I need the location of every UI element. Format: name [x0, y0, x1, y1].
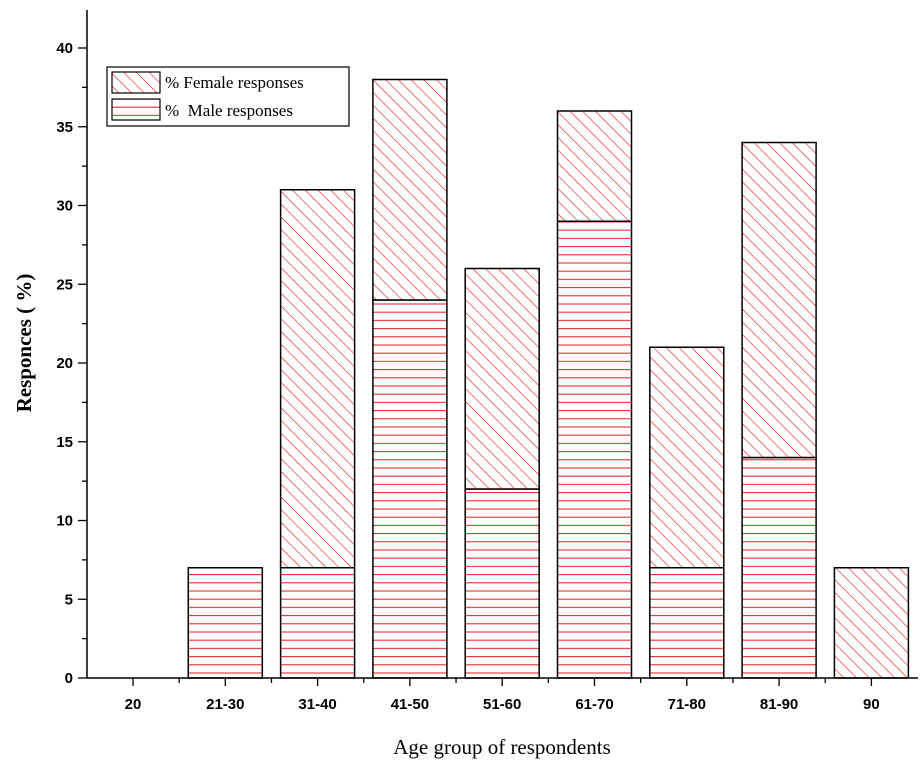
legend-swatch-female [111, 71, 161, 94]
bar-female-41-50 [372, 78, 448, 301]
bar-male-61-70 [556, 220, 633, 679]
legend-swatch-male [111, 98, 161, 121]
legend: % Female responses % Male responses [106, 66, 350, 127]
y-tick-label-20: 20 [56, 355, 73, 372]
x-tick-label-41-50: 41-50 [391, 696, 429, 713]
bar-male-81-90 [741, 456, 817, 679]
bar-female-51-60 [464, 267, 540, 490]
bar-male-41-50 [372, 299, 448, 679]
x-tick-label-81-90: 81-90 [760, 696, 798, 713]
y-tick-label-0: 0 [65, 670, 73, 687]
legend-label-female: % Female responses [165, 73, 304, 92]
bar-female-71-80 [649, 346, 725, 569]
x-tick-label-61-70: 61-70 [575, 696, 613, 713]
y-axis-title: Responces ( %) [12, 274, 36, 413]
x-tick-label-20: 20 [125, 696, 142, 713]
bar-male-21-30 [187, 567, 264, 679]
bar-female-61-70 [556, 110, 633, 222]
x-tick-label-71-80: 71-80 [668, 696, 706, 713]
x-tick-label-90: 90 [863, 696, 880, 713]
y-tick-label-5: 5 [65, 591, 73, 608]
y-tick-label-15: 15 [56, 434, 73, 451]
y-tick-label-35: 35 [56, 119, 73, 136]
x-tick-label-21-30: 21-30 [206, 696, 244, 713]
legend-label-male: % Male responses [165, 101, 293, 120]
plot-area: 0 5 10 15 20 25 30 35 40 20 21-30 31-40 41-50 51-60 61… [56, 10, 918, 713]
x-axis-title: Age group of respondents [393, 735, 611, 759]
bar-male-71-80 [649, 567, 725, 679]
bar-male-31-40 [279, 567, 356, 679]
bar-male-51-60 [464, 488, 540, 679]
x-tick-label-31-40: 31-40 [298, 696, 336, 713]
bar-female-90 [833, 567, 910, 679]
y-tick-label-40: 40 [56, 40, 73, 57]
x-tick-label-51-60: 51-60 [483, 696, 521, 713]
y-tick-label-10: 10 [56, 513, 73, 530]
bar-female-31-40 [279, 189, 356, 569]
y-tick-label-25: 25 [56, 276, 73, 293]
bar-female-81-90 [741, 141, 817, 459]
y-tick-label-30: 30 [56, 198, 73, 215]
